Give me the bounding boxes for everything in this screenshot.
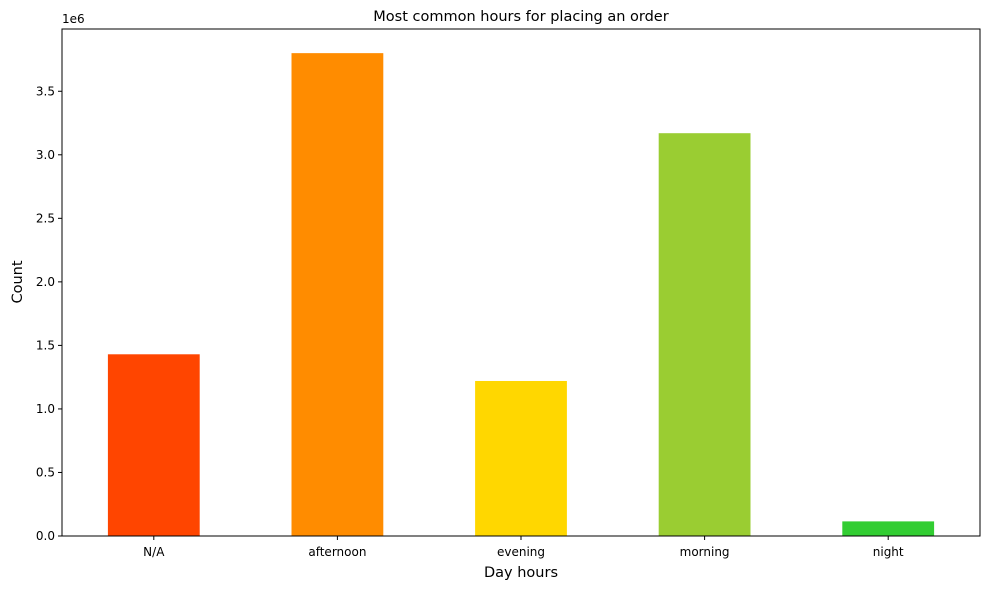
- x-tick-label: afternoon: [308, 545, 366, 559]
- y-tick-label: 1.0: [36, 402, 55, 416]
- plot-frame: [61, 28, 981, 537]
- y-tick-label: 0.5: [36, 465, 55, 479]
- bar-afternoon: [291, 53, 384, 537]
- y-tick-label: 0.0: [36, 529, 55, 543]
- x-axis-label: Day hours: [484, 565, 558, 581]
- y-axis-offset-label: 1e6: [62, 12, 85, 26]
- x-tick-label: morning: [680, 545, 730, 559]
- y-tick-label: 2.0: [36, 275, 55, 289]
- y-axis-label: Count: [10, 260, 26, 303]
- bar-evening: [475, 380, 567, 536]
- y-tick-label: 3.5: [36, 84, 55, 98]
- x-tick-label: evening: [497, 545, 545, 559]
- bar-night: [842, 521, 935, 536]
- ticks-layer: N/A afternoon evening morning night 0.0 0.5 1.0…: [36, 84, 904, 559]
- x-tick-label: night: [873, 545, 904, 559]
- x-tick-label: N/A: [143, 545, 165, 559]
- y-tick-label: 1.5: [36, 338, 55, 352]
- y-tick-label: 2.5: [36, 211, 55, 225]
- chart-title: Most common hours for placing an order: [373, 9, 668, 25]
- bar-n-a: [107, 354, 200, 536]
- bar-morning: [658, 133, 751, 536]
- y-tick-label: 3.0: [36, 148, 55, 162]
- bars-layer: [107, 53, 935, 537]
